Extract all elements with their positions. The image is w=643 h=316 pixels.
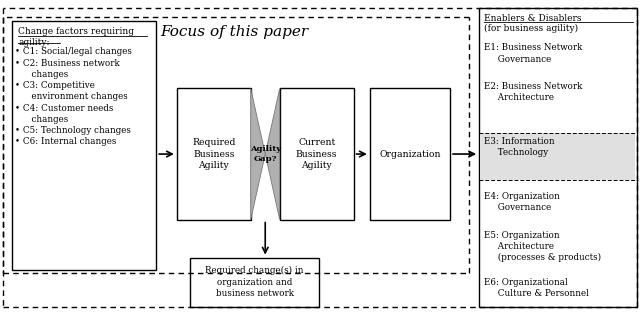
Text: Organization: Organization xyxy=(379,149,440,159)
Text: Enablers & Disablers: Enablers & Disablers xyxy=(484,14,582,22)
Text: E2: Business Network
     Architecture: E2: Business Network Architecture xyxy=(484,82,583,102)
Text: Current
Business
Agility: Current Business Agility xyxy=(296,138,338,170)
Text: E5: Organization
     Architecture
     (processes & products): E5: Organization Architecture (processes… xyxy=(484,231,601,262)
Bar xyxy=(190,258,319,307)
Text: E3: Information
     Technology: E3: Information Technology xyxy=(484,137,555,157)
Bar xyxy=(12,21,156,270)
Bar xyxy=(479,8,637,307)
Bar xyxy=(280,88,354,220)
Polygon shape xyxy=(251,88,266,220)
Text: Required
Business
Agility: Required Business Agility xyxy=(192,138,235,170)
Bar xyxy=(370,88,450,220)
Text: E4: Organization
     Governance: E4: Organization Governance xyxy=(484,192,560,212)
Text: E6: Organizational
     Culture & Personnel: E6: Organizational Culture & Personnel xyxy=(484,278,589,298)
Text: Agility
Gap?: Agility Gap? xyxy=(249,145,281,163)
Bar xyxy=(480,133,635,180)
Text: Required change(s) in
organization and
business network: Required change(s) in organization and b… xyxy=(205,266,304,298)
Text: Change factors requiring
agility:: Change factors requiring agility: xyxy=(18,27,134,47)
Text: E1: Business Network
     Governance: E1: Business Network Governance xyxy=(484,43,583,64)
Text: (for business agility): (for business agility) xyxy=(484,24,578,33)
Text: Focus of this paper: Focus of this paper xyxy=(161,25,309,39)
Text: • C1: Social/legal changes
• C2: Business network
      changes
• C3: Competitiv: • C1: Social/legal changes • C2: Busines… xyxy=(15,47,132,146)
Bar xyxy=(177,88,251,220)
Polygon shape xyxy=(266,88,280,220)
